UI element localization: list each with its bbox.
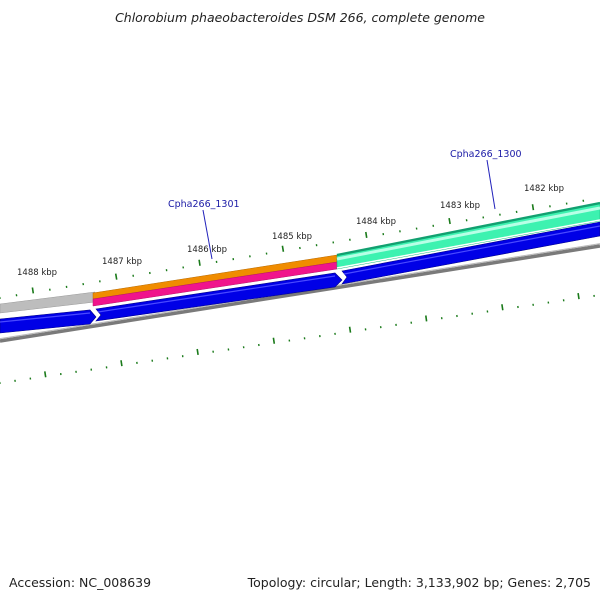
major-tick [120, 360, 123, 367]
feature-green-inner-white [336, 219, 600, 269]
genome-summary-text: Topology: circular; Length: 3,133,902 bp… [247, 575, 591, 590]
major-tick [272, 337, 276, 344]
major-tick [196, 348, 199, 356]
page-title: Chlorobium phaeobacteroides DSM 266, com… [115, 10, 485, 25]
major-tick [425, 315, 428, 322]
feature-green-edge [336, 201, 600, 257]
gene-leader-cpha266-1300 [486, 159, 496, 210]
feature-blue-highlight-1 [0, 312, 91, 323]
major-tick [114, 273, 118, 280]
gene-label-cpha266-1301[interactable]: Cpha266_1301 [168, 199, 240, 210]
major-tick [281, 245, 285, 252]
major-tick [577, 292, 580, 300]
feature-blue-highlight-2 [97, 275, 336, 313]
accession-text: Accession: NC_008639 [9, 575, 152, 590]
gene-leader-cpha266-1301 [202, 209, 213, 260]
inner-tick-ring [0, 292, 595, 384]
gene-label-cpha266-1300[interactable]: Cpha266_1300 [450, 149, 522, 160]
genome-backbone [0, 244, 600, 343]
major-tick [501, 304, 504, 311]
major-tick [31, 287, 35, 294]
feature-blue-highlight-3 [343, 225, 600, 275]
major-tick [44, 371, 47, 378]
major-tick [198, 259, 201, 266]
feature-green-highlight [336, 206, 600, 261]
feature-blue-2 [95, 272, 343, 322]
feature-grey [0, 291, 96, 314]
feature-blue-1 [0, 309, 97, 334]
scale-label-1485: 1485 kbp [272, 232, 312, 242]
major-tick [348, 326, 352, 333]
scale-label-1484: 1484 kbp [356, 217, 396, 227]
scale-label-1482: 1482 kbp [524, 184, 564, 194]
major-tick [531, 204, 535, 211]
major-tick [365, 231, 368, 239]
outer-tick-ring [0, 199, 585, 299]
scale-label-1487: 1487 kbp [102, 257, 142, 267]
scale-label-1486: 1486 kbp [187, 245, 227, 255]
scale-label-1483: 1483 kbp [440, 201, 480, 211]
major-tick [448, 217, 451, 225]
scale-label-1488: 1488 kbp [17, 268, 57, 278]
